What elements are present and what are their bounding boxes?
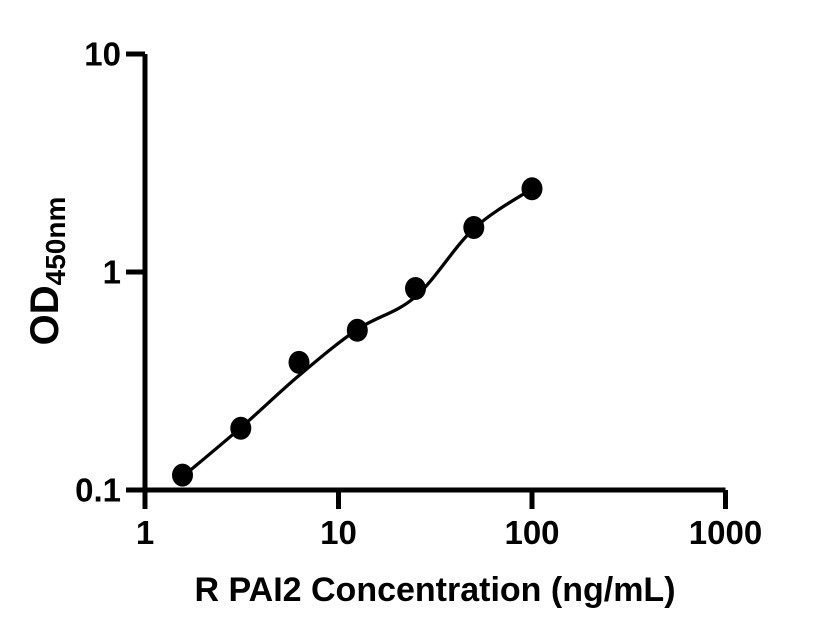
x-tick-label-1000: 1000: [689, 514, 762, 551]
x-tick-label-1: 1: [136, 514, 154, 551]
data-point-12.5: [346, 318, 368, 342]
data-point-25: [405, 277, 426, 300]
y-tick-label-0-1: 0.1: [75, 472, 121, 509]
data-points: [172, 177, 543, 487]
y-axis-title-main: OD: [23, 285, 67, 345]
data-point-50: [463, 216, 485, 239]
y-axis-title-subscript: 450nm: [40, 197, 71, 286]
y-tick-label-1: 1: [103, 254, 121, 291]
data-point-100: [521, 177, 543, 201]
x-tick-label-100: 100: [504, 514, 559, 551]
data-point-6.25: [288, 350, 310, 374]
x-tick-label-10: 10: [320, 514, 357, 551]
y-tick-label-10: 10: [84, 36, 121, 73]
x-axis-title: R PAI2 Concentration (ng/mL): [194, 571, 675, 609]
data-point-1.5625: [172, 463, 193, 487]
data-point-3.125: [230, 416, 252, 440]
y-axis-title: OD450nm: [23, 197, 71, 346]
